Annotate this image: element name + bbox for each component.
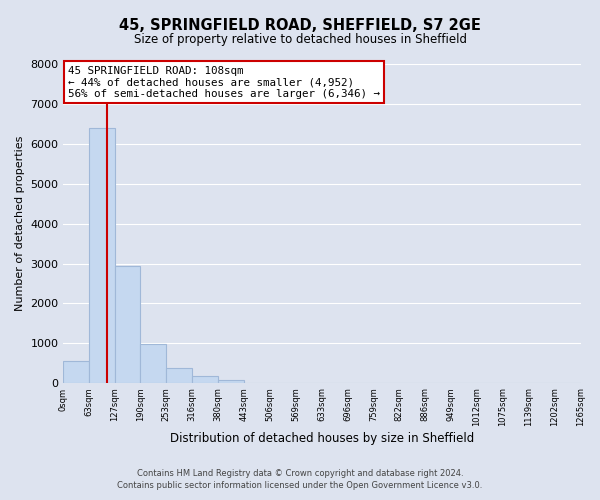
Bar (115, 266, 140, 384)
Text: 45, SPRINGFIELD ROAD, SHEFFIELD, S7 2GE: 45, SPRINGFIELD ROAD, SHEFFIELD, S7 2GE (119, 18, 481, 32)
X-axis label: Distribution of detached houses by size in Sheffield: Distribution of detached houses by size … (170, 432, 474, 445)
Bar (218, 380, 244, 384)
Bar (140, 344, 166, 384)
Bar (63, 361, 89, 384)
Y-axis label: Number of detached properties: Number of detached properties (15, 136, 25, 312)
Bar (192, 376, 218, 384)
Text: Contains public sector information licensed under the Open Government Licence v3: Contains public sector information licen… (118, 481, 482, 490)
Text: Contains HM Land Registry data © Crown copyright and database right 2024.: Contains HM Land Registry data © Crown c… (137, 468, 463, 477)
Bar (166, 368, 192, 384)
Text: Size of property relative to detached houses in Sheffield: Size of property relative to detached ho… (133, 32, 467, 46)
Text: 45 SPRINGFIELD ROAD: 108sqm
← 44% of detached houses are smaller (4,952)
56% of : 45 SPRINGFIELD ROAD: 108sqm ← 44% of det… (68, 66, 380, 99)
Bar (89, 128, 115, 384)
